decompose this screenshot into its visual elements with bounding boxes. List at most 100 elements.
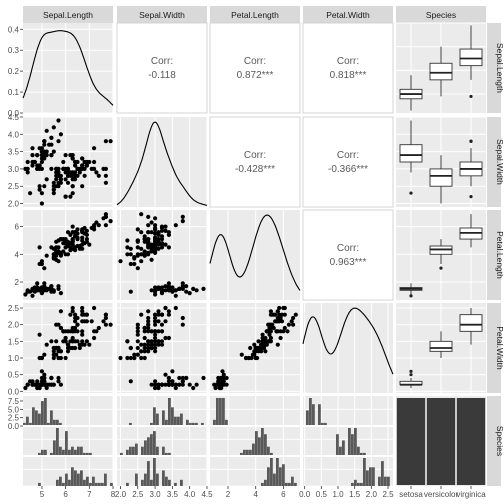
histogram-bar	[168, 452, 171, 456]
panel-background	[23, 23, 113, 113]
histogram-bar	[95, 482, 98, 486]
right-strip-sepal-width: Sepal.Width	[487, 117, 504, 207]
histogram-bar	[270, 458, 273, 486]
scatter-point	[65, 230, 71, 235]
scatter-point	[42, 375, 47, 381]
scatter-point	[80, 163, 85, 168]
histogram-bar	[120, 452, 123, 456]
right-strip-label: Petal.Width	[495, 326, 504, 370]
histogram-bar	[312, 404, 315, 426]
scatter-point	[39, 159, 45, 165]
scatter-point	[132, 256, 137, 261]
scatter-point	[128, 261, 133, 267]
histogram-bar	[92, 476, 95, 486]
scatter-point	[84, 319, 89, 324]
histogram-bar	[255, 431, 258, 456]
scatter-point	[54, 173, 59, 178]
histogram-bar	[86, 476, 89, 486]
scatter-point	[65, 349, 71, 354]
scatter-point	[153, 335, 158, 341]
scatter-point	[146, 319, 151, 324]
histogram-bar	[372, 467, 375, 486]
x-tick-label: 4	[253, 490, 258, 499]
corr-panel-background	[209, 116, 301, 208]
scatter-point	[153, 332, 158, 337]
scatter-point	[118, 355, 123, 361]
histogram-bar	[354, 428, 357, 456]
scatter-point	[44, 149, 49, 154]
right-strip-label: Sepal.Length	[495, 43, 504, 93]
x-tick-label: 2	[226, 490, 231, 499]
top-strip-sepal-width: Sepal.Width	[117, 6, 207, 23]
scatter-point	[153, 379, 158, 384]
scatter-point	[156, 309, 161, 314]
histogram-bar	[135, 473, 138, 486]
scatter-point	[153, 315, 158, 321]
scatter-point	[177, 286, 182, 291]
histogram-bar	[62, 449, 65, 456]
scatter-point	[68, 232, 73, 237]
panel-r4-c4	[302, 303, 394, 393]
histogram-bar	[366, 470, 369, 486]
histogram-bar	[80, 446, 83, 456]
panel-r3-c3	[209, 210, 301, 300]
scatter-point	[30, 159, 35, 165]
corr-value: 0.963***	[330, 257, 367, 268]
scatter-point	[278, 335, 283, 341]
box-outlier	[409, 191, 413, 195]
scatter-point	[35, 166, 40, 171]
scatter-point	[139, 355, 144, 361]
scatter-point	[23, 385, 28, 391]
histogram-bar	[153, 458, 156, 486]
scatter-point	[42, 184, 47, 189]
scatter-point	[54, 339, 59, 344]
x-tick-label: versicolor	[424, 490, 459, 499]
histogram-bar	[89, 482, 92, 486]
scatter-point	[135, 227, 140, 232]
right-strip-sepal-length: Sepal.Length	[487, 23, 504, 113]
scatter-point	[49, 135, 54, 140]
scatter-point	[275, 342, 280, 347]
scatter-point	[80, 319, 85, 324]
scatter-point	[70, 325, 75, 331]
scatter-point	[166, 335, 171, 341]
scatter-point	[56, 184, 61, 189]
scatter-point	[63, 355, 68, 361]
histogram-bar	[189, 422, 192, 426]
scatter-point	[267, 325, 272, 331]
scatter-point	[84, 228, 89, 233]
scatter-point	[146, 214, 151, 219]
density-curve	[302, 307, 394, 375]
corr-label: Corr:	[244, 56, 266, 67]
scatter-point	[37, 245, 42, 250]
scatter-point	[177, 375, 182, 381]
scatter-point	[61, 166, 66, 171]
histogram-bar	[180, 413, 183, 426]
scatter-point	[180, 375, 185, 381]
scatter-point	[153, 231, 158, 236]
scatter-point	[44, 128, 49, 133]
histogram-bar	[282, 464, 285, 486]
histogram-bar	[357, 446, 360, 456]
histogram-bar	[384, 476, 387, 486]
scatter-point	[39, 156, 45, 161]
scatter-point	[159, 288, 165, 293]
scatter-point	[92, 335, 97, 341]
scatter-point	[80, 339, 85, 344]
scatter-point	[286, 322, 291, 327]
histogram-bar	[285, 482, 288, 486]
histogram-bar	[264, 479, 267, 486]
histogram-bar	[80, 470, 83, 486]
histogram-bar	[243, 449, 246, 456]
scatter-point	[166, 281, 171, 286]
scatter-point	[42, 281, 47, 286]
scatter-point	[166, 379, 171, 384]
scatter-point	[44, 253, 49, 258]
scatter-point	[248, 345, 253, 351]
scatter-point	[39, 288, 45, 293]
panel-r5-c5	[396, 396, 486, 486]
scatter-point	[128, 252, 133, 257]
scatter-point	[73, 315, 78, 321]
scatter-point	[163, 284, 168, 289]
scatter-point	[139, 342, 144, 347]
